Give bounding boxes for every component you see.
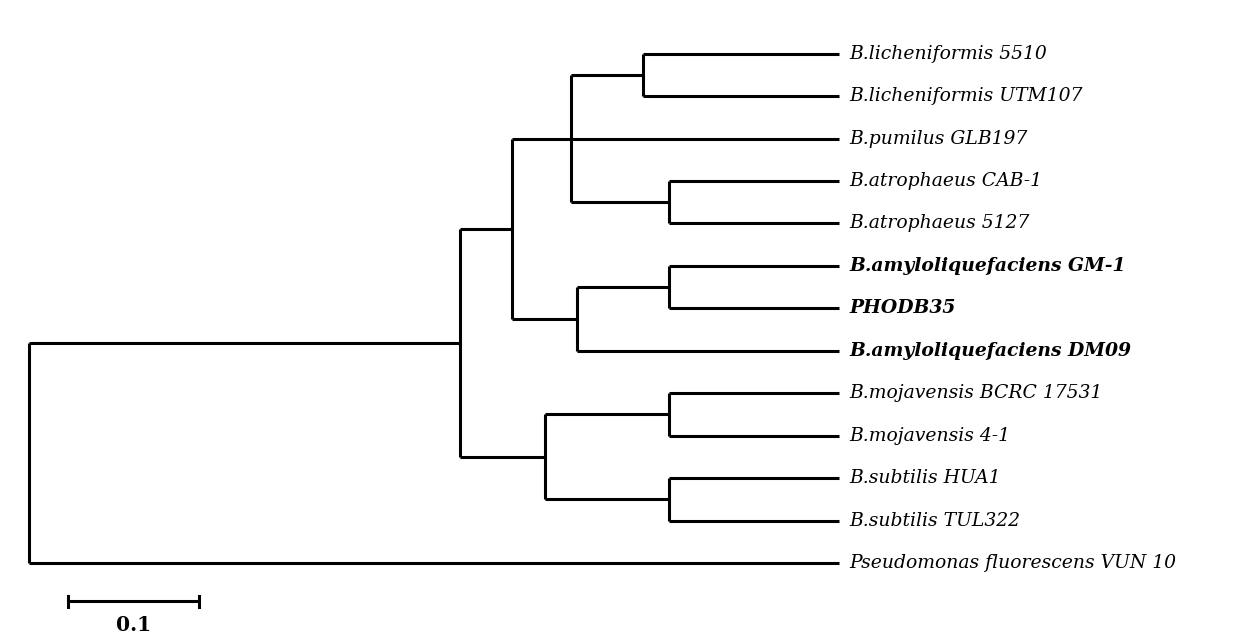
Text: B.mojavensis BCRC 17531: B.mojavensis BCRC 17531 (849, 384, 1103, 403)
Text: B.subtilis TUL322: B.subtilis TUL322 (849, 512, 1020, 530)
Text: B.amyloliquefaciens DM09: B.amyloliquefaciens DM09 (849, 342, 1131, 360)
Text: B.atrophaeus CAB-1: B.atrophaeus CAB-1 (849, 172, 1042, 190)
Text: B.subtilis HUA1: B.subtilis HUA1 (849, 469, 1001, 487)
Text: B.pumilus GLB197: B.pumilus GLB197 (849, 130, 1027, 148)
Text: Pseudomonas fluorescens VUN 10: Pseudomonas fluorescens VUN 10 (849, 554, 1176, 572)
Text: B.licheniformis UTM107: B.licheniformis UTM107 (849, 87, 1083, 105)
Text: B.atrophaeus 5127: B.atrophaeus 5127 (849, 214, 1030, 232)
Text: 0.1: 0.1 (115, 615, 151, 635)
Text: PHODB35: PHODB35 (849, 299, 955, 317)
Text: B.amyloliquefaciens GM-1: B.amyloliquefaciens GM-1 (849, 257, 1125, 275)
Text: B.licheniformis 5510: B.licheniformis 5510 (849, 45, 1047, 63)
Text: B.mojavensis 4-1: B.mojavensis 4-1 (849, 427, 1010, 445)
